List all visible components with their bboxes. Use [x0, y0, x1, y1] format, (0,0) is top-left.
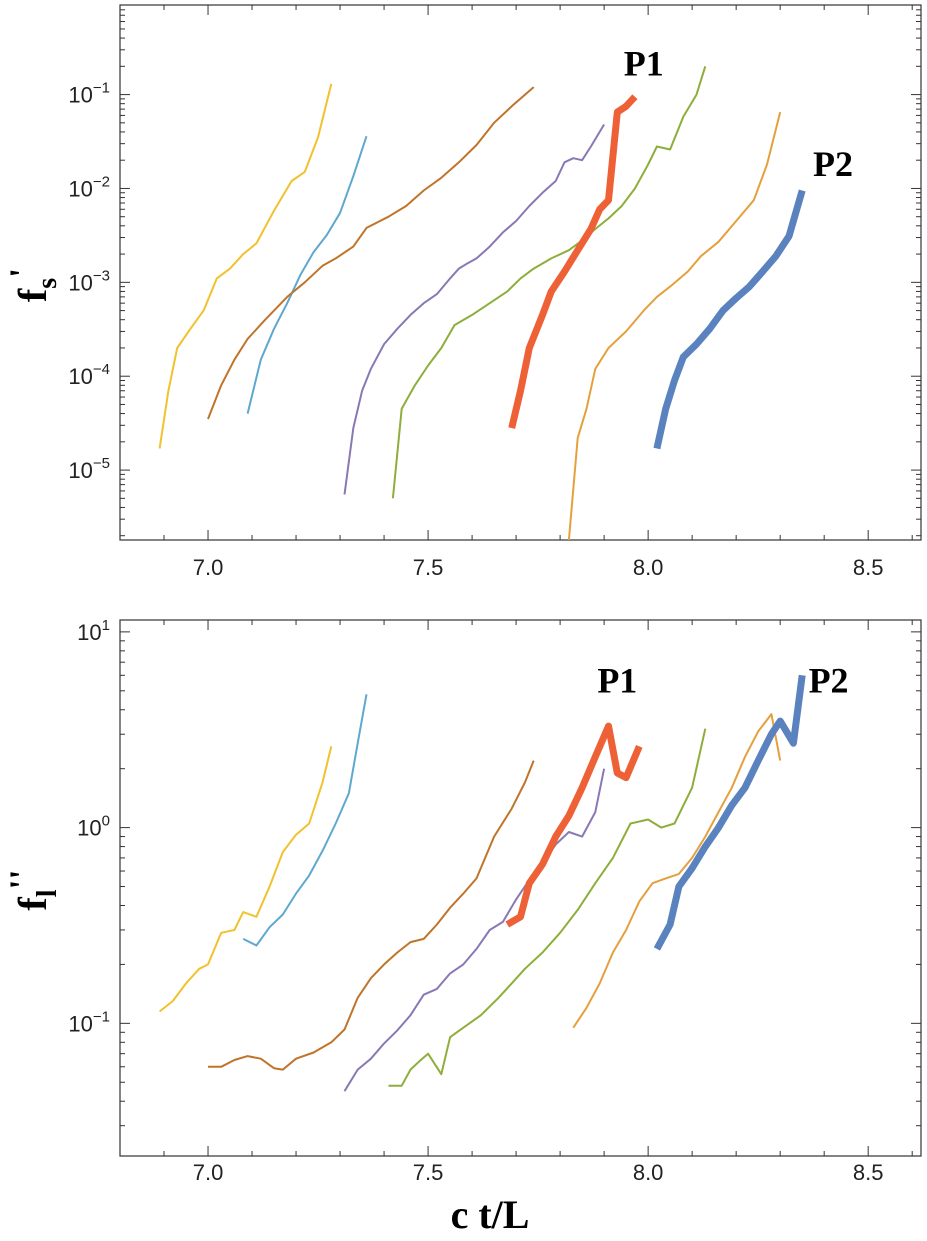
series-line-yellow [158, 83, 333, 449]
series-line-yellow [158, 746, 333, 1013]
plot-frame [119, 619, 922, 1157]
top-panel: 7.0 7.5 8.0 8.5 10−5 10−4 10−3 10−2 10−1 P1 P2 fs' [2, 4, 922, 580]
series-line-olive-green [388, 728, 707, 1087]
bottom-panel: 7.0 7.5 8.0 8.5 10−1 100 101 P1 P2 fl'' c t/L [2, 617, 922, 1237]
series-group [158, 674, 806, 1092]
y-tick-label: 101 [77, 617, 110, 645]
series-line-olive-green [391, 66, 707, 499]
series-group [158, 66, 806, 540]
y-axis-label: fl'' [2, 869, 63, 910]
series-line-light-blue [242, 694, 368, 947]
x-tick-label: 8.5 [853, 555, 884, 580]
series-line-brown [207, 86, 535, 420]
x-tick-label: 8.0 [633, 555, 664, 580]
series-line-purple [343, 123, 605, 495]
y-tick-label: 10−1 [68, 1008, 110, 1036]
x-tick-label: 7.5 [413, 1160, 444, 1185]
y-tick-label: 100 [77, 813, 110, 841]
y-tick-label: 10−2 [68, 173, 110, 201]
series-line-p1 [508, 94, 638, 429]
y-tick-label: 10−3 [68, 267, 110, 295]
series-line-orange [567, 111, 782, 540]
series-line-orange [572, 713, 782, 1029]
annotation-p1: P1 [624, 43, 664, 83]
x-tick-label: 7.0 [193, 555, 224, 580]
annotation-p2: P2 [813, 144, 853, 184]
x-axis-label: c t/L [451, 1192, 530, 1236]
y-tick-label: 10−4 [68, 361, 110, 389]
x-tick-label: 8.5 [853, 1160, 884, 1185]
series-line-purple [343, 768, 606, 1092]
series-line-p2 [653, 189, 806, 450]
y-tick-label: 10−5 [68, 455, 110, 483]
series-line-brown [208, 760, 535, 1071]
x-tick-label: 8.0 [633, 1160, 664, 1185]
series-line-p1 [505, 722, 643, 928]
annotation-p2: P2 [809, 661, 849, 701]
annotation-p1: P1 [597, 661, 637, 701]
series-line-light-blue [246, 135, 368, 414]
y-axis-label: fs' [2, 268, 63, 302]
series-line-p2 [653, 674, 806, 951]
plot-frame [119, 4, 922, 541]
y-tick-label: 10−1 [68, 80, 110, 108]
x-tick-label: 7.0 [193, 1160, 224, 1185]
x-tick-label: 7.5 [413, 555, 444, 580]
